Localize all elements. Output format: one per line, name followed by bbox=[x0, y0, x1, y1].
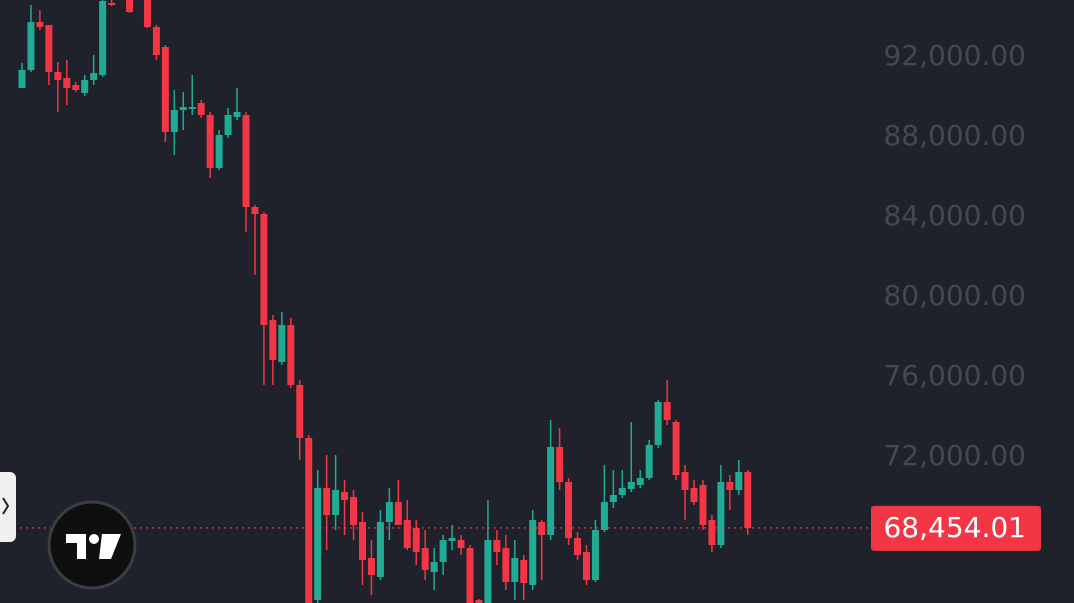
candle-body bbox=[27, 22, 35, 70]
candle-body bbox=[484, 540, 492, 603]
candle-body bbox=[152, 27, 160, 55]
candle-body bbox=[609, 495, 617, 502]
candle-body bbox=[681, 472, 689, 490]
candle-body bbox=[645, 445, 653, 478]
candle-body bbox=[170, 110, 178, 132]
candle-body bbox=[654, 402, 662, 445]
candle-body bbox=[699, 485, 707, 525]
candle-body bbox=[493, 540, 501, 552]
candle-body bbox=[502, 548, 510, 582]
candle-body bbox=[161, 47, 169, 132]
candle-body bbox=[197, 103, 205, 115]
y-tick-label: 88,000.00 bbox=[883, 119, 1026, 152]
candle-body bbox=[636, 478, 644, 485]
candle-body bbox=[63, 78, 71, 88]
candle-body bbox=[717, 482, 725, 545]
candle-body bbox=[403, 520, 411, 548]
candle-body bbox=[314, 488, 322, 600]
price-axis: 72,000.00 76,000.00 80,000.00 84,000.00 88,0… bbox=[871, 39, 1041, 551]
candle-body bbox=[457, 540, 465, 548]
candle-body bbox=[385, 502, 393, 522]
candle-body bbox=[179, 107, 187, 110]
candle-body bbox=[556, 447, 564, 482]
candle-body bbox=[341, 492, 349, 500]
candle-body bbox=[305, 438, 313, 603]
candle-body bbox=[394, 502, 402, 525]
candle-body bbox=[565, 482, 573, 538]
candle-body bbox=[735, 472, 743, 490]
candle-body bbox=[143, 0, 151, 27]
logo[interactable] bbox=[47, 500, 137, 590]
candle-body bbox=[376, 522, 384, 577]
candle-body bbox=[260, 214, 268, 325]
candle-body bbox=[54, 72, 62, 80]
side-panel-toggle[interactable] bbox=[0, 472, 16, 542]
candle-body bbox=[90, 73, 98, 80]
candle-body bbox=[690, 488, 698, 502]
candle-body bbox=[358, 522, 366, 560]
candle-body bbox=[36, 22, 44, 27]
candle-body bbox=[269, 320, 277, 360]
candle-body bbox=[287, 325, 295, 385]
y-tick-label: 76,000.00 bbox=[883, 359, 1026, 392]
candle-body bbox=[708, 520, 716, 545]
candle-body bbox=[511, 558, 519, 582]
y-tick-label: 72,000.00 bbox=[883, 439, 1026, 472]
candle-body bbox=[99, 1, 107, 75]
candle-body bbox=[412, 528, 420, 552]
candle-body bbox=[574, 538, 582, 555]
last-price-box bbox=[871, 505, 1041, 551]
candle-body bbox=[188, 107, 196, 109]
candle-body bbox=[206, 115, 214, 168]
candle-body bbox=[126, 0, 134, 12]
candle-body bbox=[332, 490, 340, 515]
candle-body bbox=[224, 115, 232, 135]
candle-body bbox=[367, 558, 375, 575]
candle-body bbox=[108, 3, 116, 5]
candle-body bbox=[672, 422, 680, 475]
candle-body bbox=[538, 522, 546, 535]
y-tick-label: 80,000.00 bbox=[883, 279, 1026, 312]
candle-body bbox=[251, 207, 259, 214]
candle-body bbox=[421, 548, 429, 570]
candle-body bbox=[45, 25, 53, 72]
candle-body bbox=[323, 488, 331, 515]
candle-body bbox=[18, 70, 26, 88]
candle-body bbox=[529, 520, 537, 585]
candle-body bbox=[278, 325, 286, 362]
candle-body bbox=[618, 488, 626, 495]
candle-body bbox=[430, 562, 438, 572]
candle-body bbox=[600, 502, 608, 530]
y-tick-label: 84,000.00 bbox=[883, 199, 1026, 232]
candle-body bbox=[466, 548, 474, 603]
candle-body bbox=[242, 115, 250, 207]
candle-body bbox=[726, 482, 734, 490]
candle-body bbox=[475, 600, 483, 603]
candle-body bbox=[439, 540, 447, 562]
candle-body bbox=[296, 385, 304, 438]
candle-body bbox=[547, 447, 555, 535]
y-tick-label: 92,000.00 bbox=[883, 39, 1026, 72]
last-price-label: 68,454.01 bbox=[883, 511, 1026, 544]
candle-body bbox=[233, 112, 241, 117]
candle-body bbox=[215, 135, 223, 168]
candle-body bbox=[582, 552, 590, 580]
candle-body bbox=[72, 85, 80, 90]
candle-body bbox=[350, 497, 358, 525]
candle-body bbox=[81, 80, 89, 93]
candle-body bbox=[627, 482, 635, 489]
candle-body bbox=[591, 530, 599, 580]
candle-body bbox=[520, 560, 528, 583]
candle-body bbox=[744, 472, 752, 528]
plot-area bbox=[18, 0, 870, 603]
candle-body bbox=[663, 402, 671, 420]
candle-body bbox=[448, 538, 456, 541]
